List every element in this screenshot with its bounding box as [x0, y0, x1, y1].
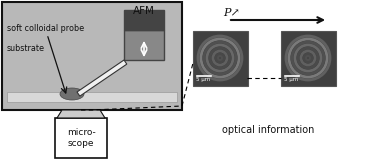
- Text: substrate: substrate: [7, 44, 45, 53]
- Text: AFM: AFM: [133, 6, 155, 16]
- Text: micro-
scope: micro- scope: [67, 128, 96, 148]
- Bar: [193, 30, 247, 86]
- Text: soft colloidal probe: soft colloidal probe: [7, 24, 84, 33]
- Text: 5 μm: 5 μm: [284, 77, 299, 82]
- Bar: [280, 30, 336, 86]
- Text: 5 μm: 5 μm: [197, 77, 210, 82]
- Polygon shape: [57, 110, 105, 118]
- Bar: [7, 92, 177, 102]
- Ellipse shape: [60, 88, 84, 100]
- Bar: [55, 118, 107, 158]
- Bar: [124, 10, 164, 30]
- Text: optical information: optical information: [222, 125, 314, 135]
- Bar: [2, 2, 182, 110]
- Bar: [124, 30, 164, 60]
- Text: P↗: P↗: [223, 8, 240, 18]
- Polygon shape: [77, 60, 127, 96]
